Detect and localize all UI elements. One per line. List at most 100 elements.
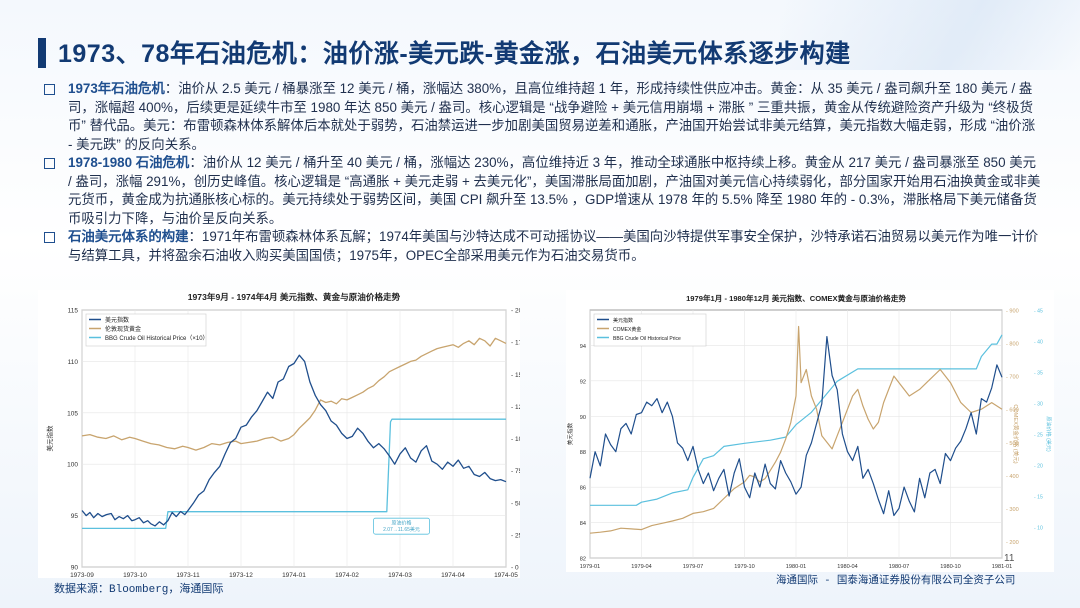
y-left-tick-label: 92: [580, 379, 586, 385]
legend-label: BBG Crude Oil Historical Price: [613, 336, 681, 342]
y-left-tick-label: 110: [68, 359, 79, 366]
legend-box: [593, 313, 707, 347]
x-tick-label: 1973-09: [70, 572, 94, 578]
y-right-axis-label: COMEX黄金价格 (美元): [1012, 404, 1020, 463]
y-right2-tick-label: - 20: [1034, 464, 1043, 470]
series-line-1: [589, 325, 1003, 534]
y-right-tick-label: - 100: [511, 436, 520, 443]
series-line-1: [81, 337, 507, 451]
legend-label: BBG Crude Oil Historical Price（×10）: [105, 335, 209, 342]
y-right2-tick-label: - 45: [1034, 309, 1043, 315]
x-tick-label: 1974-03: [388, 572, 412, 578]
y-right-tick-label: - 50: [511, 500, 520, 507]
annotation-line-2: 2.07→11.65美元: [383, 526, 420, 533]
y-right2-tick-label: - 40: [1034, 340, 1043, 346]
y-right2-tick-label: - 15: [1034, 495, 1043, 501]
bullet-1973-crisis: 1973年石油危机：油价从 2.5 美元 / 桶暴涨至 12 美元 / 桶，涨幅…: [42, 80, 1042, 154]
checkbox-bullet-icon: [44, 232, 55, 243]
bullet-list: 1973年石油危机：油价从 2.5 美元 / 桶暴涨至 12 美元 / 桶，涨幅…: [42, 80, 1042, 265]
y-right-tick-label: - 25: [511, 532, 520, 539]
x-tick-label: 1974-01: [282, 572, 306, 578]
bullet-petrodollar: 石油美元体系的构建：1971年布雷顿森林体系瓦解；1974年美国与沙特达成不可动…: [42, 228, 1042, 265]
legend-label: COMEX黄金: [613, 326, 641, 333]
footer-company: 海通国际 - 国泰海通证券股份有限公司全资子公司: [776, 575, 1016, 587]
x-tick-label: 1974-05: [494, 572, 518, 578]
chart-title: 1979年1月 - 1980年12月 美元指数、COMEX黄金与原油价格走势: [686, 293, 906, 303]
y-right-tick-label: - 0: [511, 565, 519, 572]
y-left-tick-label: 90: [580, 415, 586, 421]
y-right-tick-label: - 150: [511, 372, 520, 379]
y-right2-axis-label: 原油价格 (美元): [1045, 416, 1052, 452]
chart-title: 1973年9月 - 1974年4月 美元指数、黄金与原油价格走势: [188, 291, 401, 302]
chart-1979-svg: 1979年1月 - 1980年12月 美元指数、COMEX黄金与原油价格走势 19…: [566, 293, 1052, 579]
y-right-tick-label: - 500: [1006, 441, 1019, 447]
y-left-tick-label: 95: [71, 513, 79, 520]
x-tick-label: 1974-02: [335, 572, 359, 578]
title-accent-bar: [38, 38, 46, 68]
x-tick-label: 1980-01: [786, 564, 807, 570]
series-line-0: [589, 335, 1003, 517]
y-right-tick-label: - 800: [1006, 342, 1019, 348]
y-right-tick-label: - 200: [511, 308, 520, 315]
checkbox-bullet-icon: [44, 84, 55, 95]
y-left-tick-label: 105: [67, 410, 78, 417]
x-tick-label: 1974-04: [441, 572, 465, 578]
y-right-tick-label: - 400: [1006, 474, 1019, 480]
y-right-tick-label: - 900: [1006, 309, 1019, 315]
y-right-tick-label: - 200: [1006, 540, 1019, 546]
x-tick-label: 1973-10: [123, 572, 147, 578]
x-tick-label: 1979-07: [683, 564, 704, 570]
y-left-axis-label: 美元指数: [45, 425, 54, 452]
x-tick-label: 1979-10: [734, 564, 755, 570]
y-right-tick-label: - 700: [1006, 375, 1019, 381]
bullet-text: ：油价从 2.5 美元 / 桶暴涨至 12 美元 / 桶，涨幅达 380%，且高…: [68, 81, 1036, 152]
bullet-1978-crisis: 1978-1980 石油危机：油价从 12 美元 / 桶升至 40 美元 / 桶…: [42, 154, 1042, 228]
y-right2-tick-label: - 30: [1034, 402, 1043, 408]
legend-box: [85, 313, 207, 347]
bullet-text: ：油价从 12 美元 / 桶升至 40 美元 / 桶，涨幅达 230%，高位维持…: [68, 155, 1041, 226]
legend-label: 美元指数: [613, 317, 633, 324]
x-tick-label: 1979-01: [580, 564, 601, 570]
header-decoration: [780, 0, 1080, 70]
legend-label: 伦敦现货黄金: [105, 325, 141, 333]
y-left-tick-label: 100: [67, 462, 78, 469]
y-left-tick-label: 115: [68, 308, 79, 315]
y-left-tick-label: 90: [71, 565, 79, 572]
annotation-box: [373, 517, 430, 535]
bullet-text: ：1971年布雷顿森林体系瓦解；1974年美国与沙特达成不可动摇协议——美国向沙…: [68, 229, 1039, 263]
y-right-tick-label: - 75: [511, 468, 520, 475]
page-number: 11: [1004, 553, 1015, 564]
y-left-tick-label: 94: [580, 344, 586, 350]
series-line-0: [81, 354, 507, 527]
x-tick-label: 1973-12: [229, 572, 253, 578]
x-tick-label: 1979-04: [631, 564, 652, 570]
x-tick-label: 1981-01: [992, 564, 1013, 570]
y-left-tick-label: 82: [580, 557, 586, 563]
y-right-tick-label: - 175: [511, 340, 520, 347]
y-right-tick-label: - 300: [1006, 507, 1019, 513]
bullet-heading: 1973年石油危机: [68, 81, 165, 96]
legend-label: 美元指数: [105, 316, 129, 324]
annotation-line-1: 原油价格: [391, 520, 411, 527]
y-left-tick-label: 88: [580, 450, 586, 456]
y-left-axis-label: 美元指数: [566, 422, 574, 445]
y-right2-tick-label: - 10: [1034, 526, 1043, 532]
y-left-tick-label: 86: [580, 486, 586, 492]
x-tick-label: 1980-04: [837, 564, 858, 570]
bullet-heading: 石油美元体系的构建: [68, 229, 189, 244]
chart-1979-crisis: 1979年1月 - 1980年12月 美元指数、COMEX黄金与原油价格走势 19…: [566, 290, 1054, 579]
bullet-heading: 1978-1980 石油危机: [68, 155, 190, 170]
x-tick-label: 1973-11: [176, 572, 200, 578]
x-tick-label: 1980-10: [940, 564, 961, 570]
checkbox-bullet-icon: [44, 158, 55, 169]
page-title: 1973、78年石油危机：油价涨-美元跌-黄金涨，石油美元体系逐步构建: [58, 40, 851, 68]
chart-1973-crisis: 1973年9月 - 1974年4月 美元指数、黄金与原油价格走势 1973-09 1…: [38, 290, 545, 588]
data-source: 数据来源：Bloomberg，海通国际: [54, 584, 224, 596]
series-line-2: [82, 418, 506, 530]
y-right2-tick-label: - 25: [1034, 433, 1043, 439]
y-right-tick-label: - 125: [511, 404, 520, 411]
chart-1973-svg: 1973年9月 - 1974年4月 美元指数、黄金与原油价格走势 1973-09 1…: [45, 291, 545, 588]
y-right2-tick-label: - 35: [1034, 371, 1043, 377]
y-right-tick-label: - 600: [1006, 408, 1019, 414]
series-line-2: [590, 334, 1003, 506]
